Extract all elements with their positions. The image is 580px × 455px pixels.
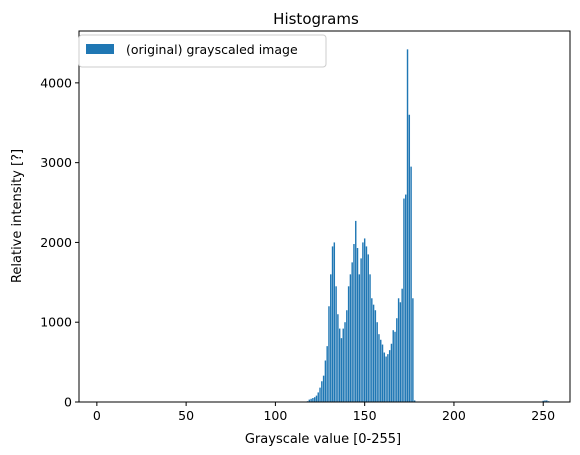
bar xyxy=(310,398,312,402)
bar xyxy=(338,328,341,402)
bar xyxy=(405,194,407,402)
chart-title: Histograms xyxy=(273,10,359,28)
x-tick-label: 200 xyxy=(442,408,466,423)
bar xyxy=(374,310,377,402)
bar xyxy=(413,400,416,402)
y-tick-label: 1000 xyxy=(40,315,72,330)
bar xyxy=(342,328,344,402)
bar xyxy=(358,274,361,402)
bar xyxy=(399,302,402,402)
bar xyxy=(397,298,400,402)
bar xyxy=(372,304,375,402)
legend-label: (original) grayscaled image xyxy=(126,42,298,57)
x-axis-label: Grayscale value [0-255] xyxy=(245,432,401,447)
x-tick-label: 150 xyxy=(353,408,377,423)
bar xyxy=(313,397,316,402)
x-axis: 0 50 100 150 200 250 xyxy=(93,402,555,423)
bar xyxy=(322,375,325,402)
bar xyxy=(333,242,336,402)
bar xyxy=(351,262,353,402)
bar xyxy=(408,114,411,402)
y-axis-label: Relative intensity [?] xyxy=(10,149,25,283)
bar xyxy=(371,298,373,402)
bar xyxy=(362,242,364,402)
x-tick-label: 250 xyxy=(531,408,555,423)
bar xyxy=(319,387,321,402)
bar xyxy=(337,314,339,402)
bar xyxy=(369,274,371,402)
bar xyxy=(385,356,387,402)
bar xyxy=(406,49,409,403)
bar xyxy=(542,400,544,402)
bar xyxy=(346,310,348,402)
bar xyxy=(312,398,314,402)
bar xyxy=(344,322,346,402)
bar xyxy=(355,220,357,402)
bar xyxy=(349,274,352,402)
bar xyxy=(308,399,311,402)
bar xyxy=(544,400,546,402)
bar xyxy=(353,244,355,402)
x-tick-label: 50 xyxy=(178,408,194,423)
bars-group xyxy=(306,49,550,403)
bar xyxy=(315,395,318,402)
bar xyxy=(367,254,369,402)
bar xyxy=(412,298,414,402)
bar xyxy=(347,286,350,402)
bar xyxy=(392,330,394,402)
bar xyxy=(324,360,327,402)
bar xyxy=(396,318,398,402)
bar xyxy=(365,246,368,402)
bar xyxy=(328,306,330,402)
bar xyxy=(378,334,380,402)
y-axis: 0 1000 2000 3000 4000 xyxy=(40,75,79,410)
bar xyxy=(326,346,328,402)
bar xyxy=(381,344,384,402)
bar xyxy=(317,392,319,402)
legend: (original) grayscaled image xyxy=(78,34,327,68)
bar xyxy=(360,258,362,402)
x-tick-label: 0 xyxy=(93,408,101,423)
bar xyxy=(356,248,359,402)
bar xyxy=(331,246,334,402)
x-tick-label: 100 xyxy=(263,408,287,423)
bar xyxy=(387,354,389,402)
bar xyxy=(383,352,386,402)
bar xyxy=(363,238,366,402)
bar xyxy=(335,286,337,402)
plot-frame xyxy=(78,30,571,403)
bar xyxy=(380,339,382,402)
bar xyxy=(410,166,412,402)
legend-box xyxy=(78,34,327,68)
bar xyxy=(390,343,393,402)
bar xyxy=(388,350,391,402)
bar xyxy=(401,288,403,402)
bar xyxy=(403,198,405,402)
y-tick-label: 3000 xyxy=(40,155,72,170)
legend-swatch xyxy=(86,44,114,54)
bar xyxy=(376,322,378,402)
bar xyxy=(546,400,548,402)
bar xyxy=(394,331,396,402)
bar xyxy=(340,338,343,402)
y-tick-label: 0 xyxy=(64,395,72,410)
bar xyxy=(330,274,332,402)
y-tick-label: 2000 xyxy=(40,235,72,250)
bar xyxy=(321,381,323,402)
y-tick-label: 4000 xyxy=(40,75,72,90)
